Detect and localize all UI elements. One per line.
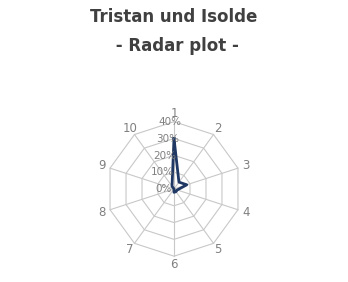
Text: 8: 8	[99, 206, 106, 219]
Text: 5: 5	[215, 243, 222, 256]
Text: 3: 3	[242, 159, 249, 172]
Text: 7: 7	[126, 243, 134, 256]
Text: 10: 10	[122, 122, 137, 135]
Text: 2: 2	[214, 122, 222, 135]
Text: 20%: 20%	[153, 151, 176, 161]
Text: 6: 6	[170, 258, 178, 271]
Text: 40%: 40%	[158, 117, 181, 127]
Text: - Radar plot -: - Radar plot -	[110, 37, 238, 55]
Text: 1: 1	[170, 107, 178, 120]
Text: 10%: 10%	[151, 167, 174, 177]
Text: 9: 9	[98, 159, 106, 172]
Text: 30%: 30%	[156, 134, 179, 144]
Text: 4: 4	[242, 206, 250, 219]
Text: Tristan und Isolde: Tristan und Isolde	[90, 8, 258, 27]
Text: 0%: 0%	[155, 184, 171, 194]
